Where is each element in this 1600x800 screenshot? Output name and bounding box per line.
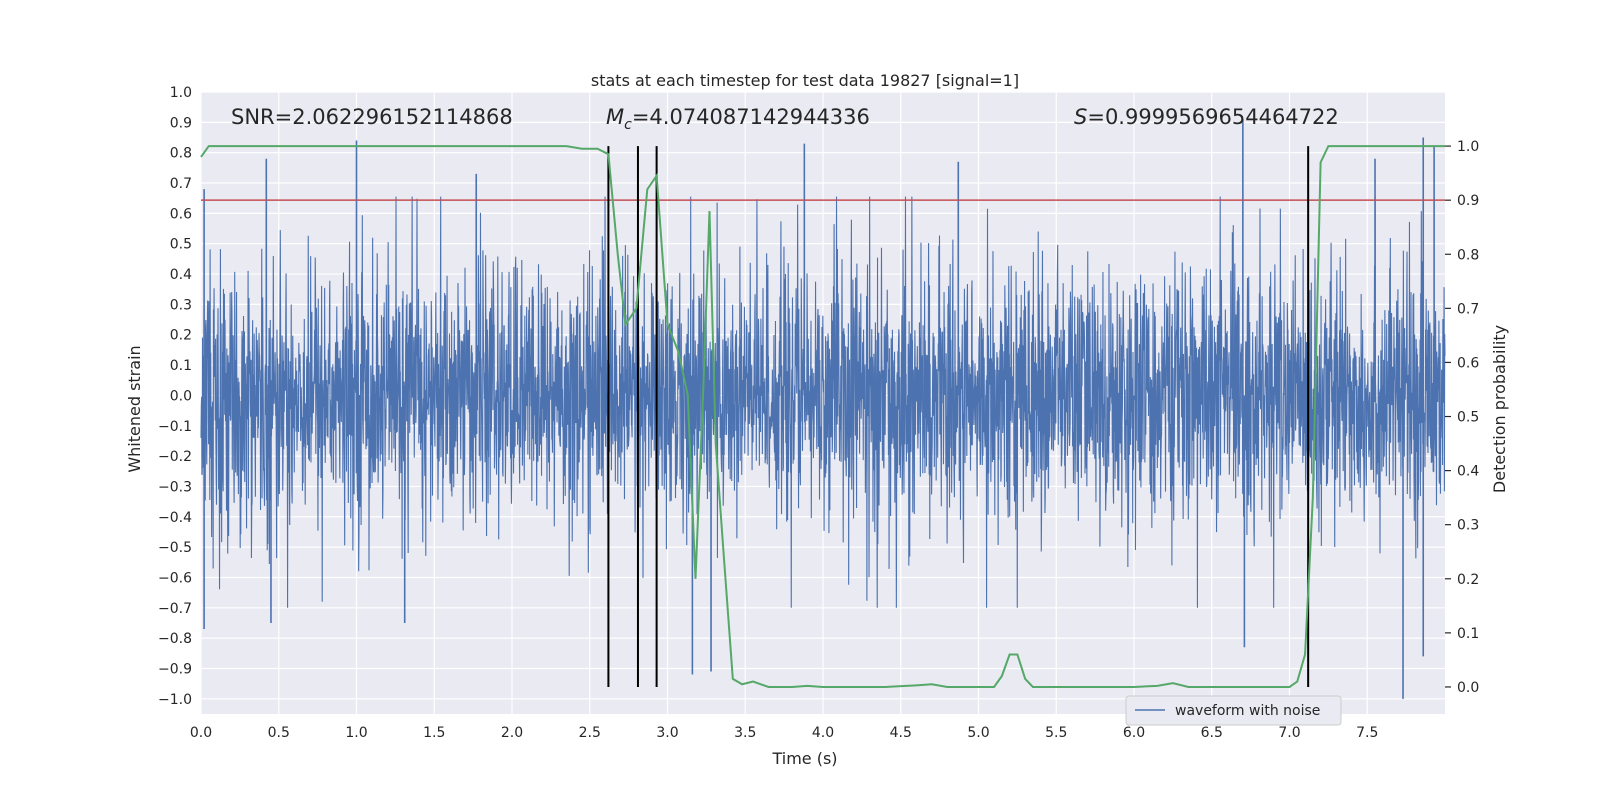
x-tick-label: 0.0 [190, 725, 212, 741]
s-value: =0.9999569654464722 [1087, 105, 1338, 129]
y-left-tick-label: 0.5 [170, 237, 192, 253]
y-right-tick-label: 0.3 [1457, 518, 1479, 534]
legend-box [1125, 695, 1342, 726]
y-left-tick-label: −0.5 [158, 540, 192, 556]
y-left-tick-label: −0.1 [158, 419, 192, 435]
chirp-mass-annotation: Mc=4.074087142944336 [606, 105, 870, 133]
y-left-tick-label: −1.0 [158, 692, 192, 708]
waveform-series [200, 119, 1446, 699]
y-left-tick-label: 0.2 [170, 328, 192, 344]
x-tick-label: 3.0 [656, 725, 678, 741]
x-tick-label: 6.5 [1201, 725, 1223, 741]
probability-series [200, 145, 1445, 688]
x-tick-label: 1.0 [345, 725, 367, 741]
y-right-tick-label: 0.9 [1457, 193, 1479, 209]
s-annotation: S=0.9999569654464722 [1074, 105, 1339, 129]
y-left-tick-label: 0.6 [170, 206, 192, 222]
y-left-tick-label: 0.1 [170, 358, 192, 374]
waveform-line [200, 196, 1446, 608]
y-left-tick-label: −0.8 [158, 631, 192, 647]
y-right-axis-label: Detection probability [1490, 325, 1509, 493]
y-left-tick-label: −0.9 [158, 661, 192, 677]
chirp-mass-symbol: M [606, 105, 624, 129]
x-tick-label: 6.0 [1123, 725, 1145, 741]
y-left-tick-label: 0.9 [170, 115, 192, 131]
y-left-axis-label: Whitened strain [125, 345, 144, 472]
y-right-tick-label: 0.5 [1457, 410, 1479, 426]
y-left-tick-label: 0.3 [170, 297, 192, 313]
y-right-tick-label: 0.0 [1457, 680, 1479, 696]
y-left-tick-label: 0.4 [170, 267, 192, 283]
legend: waveform with noise [1125, 695, 1342, 726]
x-tick-label: 4.0 [812, 725, 834, 741]
y-right-tick-label: 0.8 [1457, 247, 1479, 263]
y-right-tick-label: 0.4 [1457, 464, 1479, 480]
y-right-tick-label: 0.6 [1457, 355, 1479, 371]
probability-line [200, 145, 1445, 688]
x-tick-label: 2.0 [501, 725, 523, 741]
s-symbol: S [1074, 105, 1087, 129]
chirp-mass-value: =4.074087142944336 [632, 105, 870, 129]
x-axis-label: Time (s) [771, 749, 837, 768]
chart-title: stats at each timestep for test data 198… [591, 71, 1019, 90]
x-tick-label: 4.5 [890, 725, 912, 741]
axis-ticks: 0.0 0.5 1.0 1.5 2.0 2.5 3.0 3.5 4.0 4.5 5.0 5.5 6.0 6… [158, 85, 1479, 741]
y-right-tick-label: 0.7 [1457, 301, 1479, 317]
x-tick-label: 5.0 [967, 725, 989, 741]
y-left-tick-label: −0.2 [158, 449, 192, 465]
x-tick-label: 3.5 [734, 725, 756, 741]
y-left-tick-label: 1.0 [170, 85, 192, 101]
y-left-tick-label: −0.3 [158, 479, 192, 495]
y-left-tick-label: 0.0 [170, 388, 192, 404]
y-left-tick-label: 0.7 [170, 176, 192, 192]
y-right-tick-label: 0.2 [1457, 572, 1479, 588]
x-tick-label: 5.5 [1045, 725, 1067, 741]
x-tick-label: 1.5 [423, 725, 445, 741]
x-tick-label: 0.5 [268, 725, 290, 741]
y-left-tick-label: −0.4 [158, 510, 192, 526]
chirp-mass-subscript: c [624, 117, 632, 133]
y-left-tick-label: 0.8 [170, 146, 192, 162]
y-left-tick-label: −0.7 [158, 601, 192, 617]
y-left-tick-label: −0.6 [158, 570, 192, 586]
x-tick-label: 7.0 [1278, 725, 1300, 741]
x-tick-label: 7.5 [1356, 725, 1378, 741]
x-tick-label: 2.5 [579, 725, 601, 741]
snr-annotation: SNR=2.062296152114868 [231, 105, 513, 129]
legend-entry-waveform: waveform with noise [1175, 703, 1320, 719]
y-right-tick-label: 1.0 [1457, 139, 1479, 155]
y-right-tick-label: 0.1 [1457, 626, 1479, 642]
